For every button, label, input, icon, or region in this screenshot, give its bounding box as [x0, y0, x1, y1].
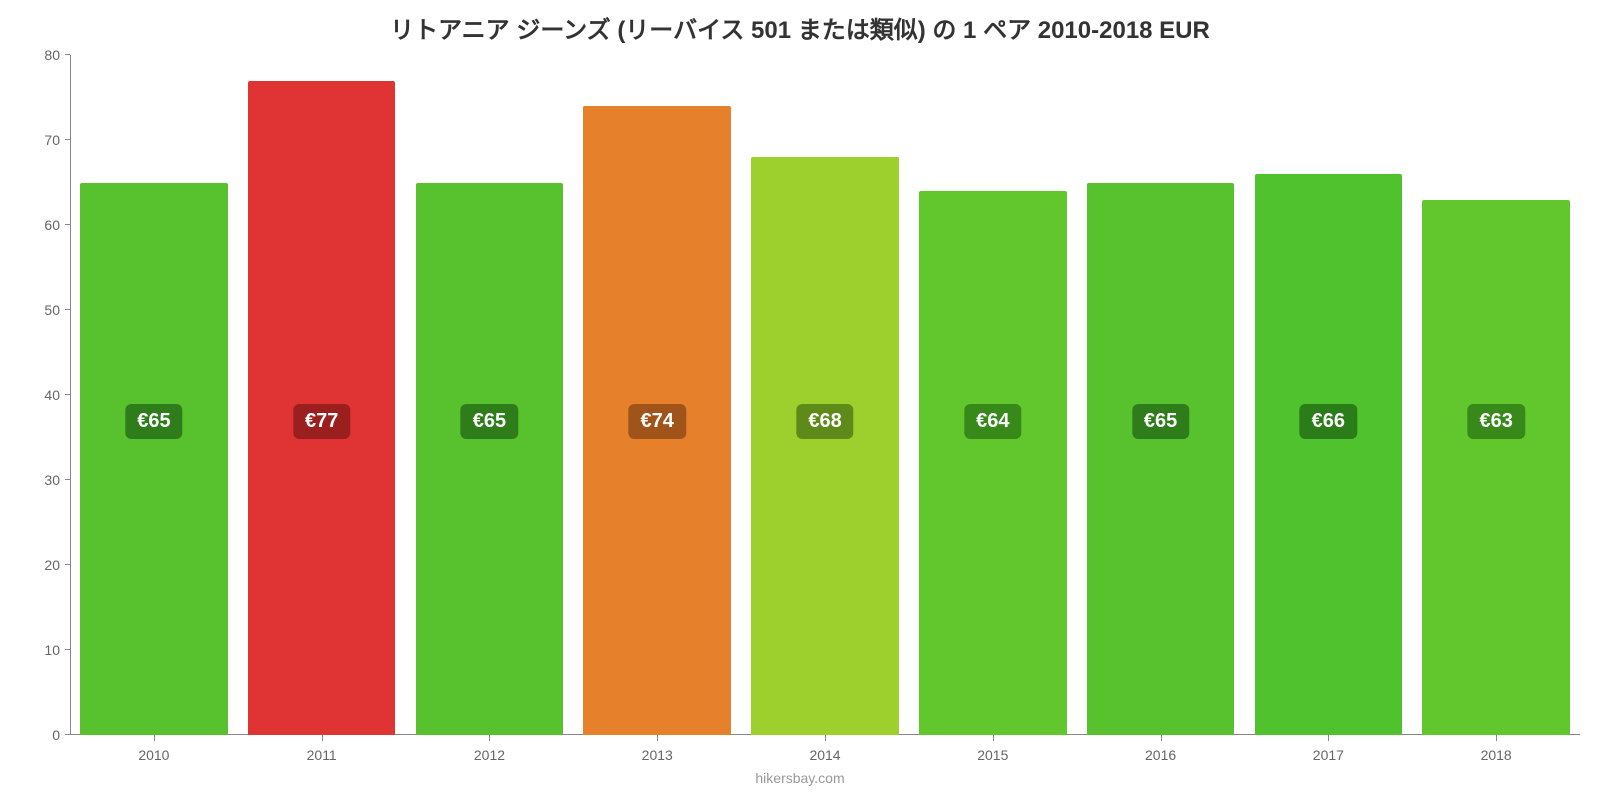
chart-container: リトアニア ジーンズ (リーバイス 501 または類似) の 1 ペア 2010…: [0, 0, 1600, 800]
x-tick-mark: [825, 735, 826, 741]
y-tick-label: 80: [44, 47, 70, 63]
bar-value-badge: €66: [1300, 404, 1357, 439]
bar-slot: €772011: [238, 55, 406, 735]
bars-group: €652010€772011€652012€742013€682014€6420…: [70, 55, 1580, 735]
x-tick-mark: [657, 735, 658, 741]
x-tick-mark: [1328, 735, 1329, 741]
bar-slot: €652016: [1077, 55, 1245, 735]
x-tick-mark: [154, 735, 155, 741]
y-tick-label: 60: [44, 217, 70, 233]
bar-slot: €682014: [741, 55, 909, 735]
x-tick-mark: [1161, 735, 1162, 741]
bar-value-badge: €65: [1132, 404, 1189, 439]
bar: [80, 183, 228, 736]
bar-slot: €742013: [573, 55, 741, 735]
attribution-text: hikersbay.com: [0, 770, 1600, 786]
bar-value-badge: €65: [125, 404, 182, 439]
y-tick-label: 10: [44, 642, 70, 658]
bar: [1087, 183, 1235, 736]
y-tick-label: 40: [44, 387, 70, 403]
bar-value-badge: €64: [964, 404, 1021, 439]
bar-value-badge: €74: [629, 404, 686, 439]
chart-title: リトアニア ジーンズ (リーバイス 501 または類似) の 1 ペア 2010…: [0, 10, 1600, 45]
x-tick-mark: [322, 735, 323, 741]
bar-slot: €642015: [909, 55, 1077, 735]
bar: [1255, 174, 1403, 735]
bar-value-badge: €65: [461, 404, 518, 439]
y-tick-label: 0: [52, 727, 70, 743]
bar-slot: €652012: [406, 55, 574, 735]
x-tick-mark: [489, 735, 490, 741]
x-tick-mark: [1496, 735, 1497, 741]
bar-slot: €652010: [70, 55, 238, 735]
x-tick-mark: [993, 735, 994, 741]
y-tick-label: 50: [44, 302, 70, 318]
bar: [1422, 200, 1570, 736]
bar: [416, 183, 564, 736]
bar-slot: €632018: [1412, 55, 1580, 735]
bar-slot: €662017: [1244, 55, 1412, 735]
bar-value-badge: €68: [796, 404, 853, 439]
bar: [919, 191, 1067, 735]
bar-value-badge: €63: [1467, 404, 1524, 439]
plot-area: 01020304050607080 €652010€772011€652012€…: [70, 55, 1580, 735]
y-tick-label: 20: [44, 557, 70, 573]
y-tick-label: 30: [44, 472, 70, 488]
bar: [751, 157, 899, 735]
y-tick-label: 70: [44, 132, 70, 148]
bar-value-badge: €77: [293, 404, 350, 439]
